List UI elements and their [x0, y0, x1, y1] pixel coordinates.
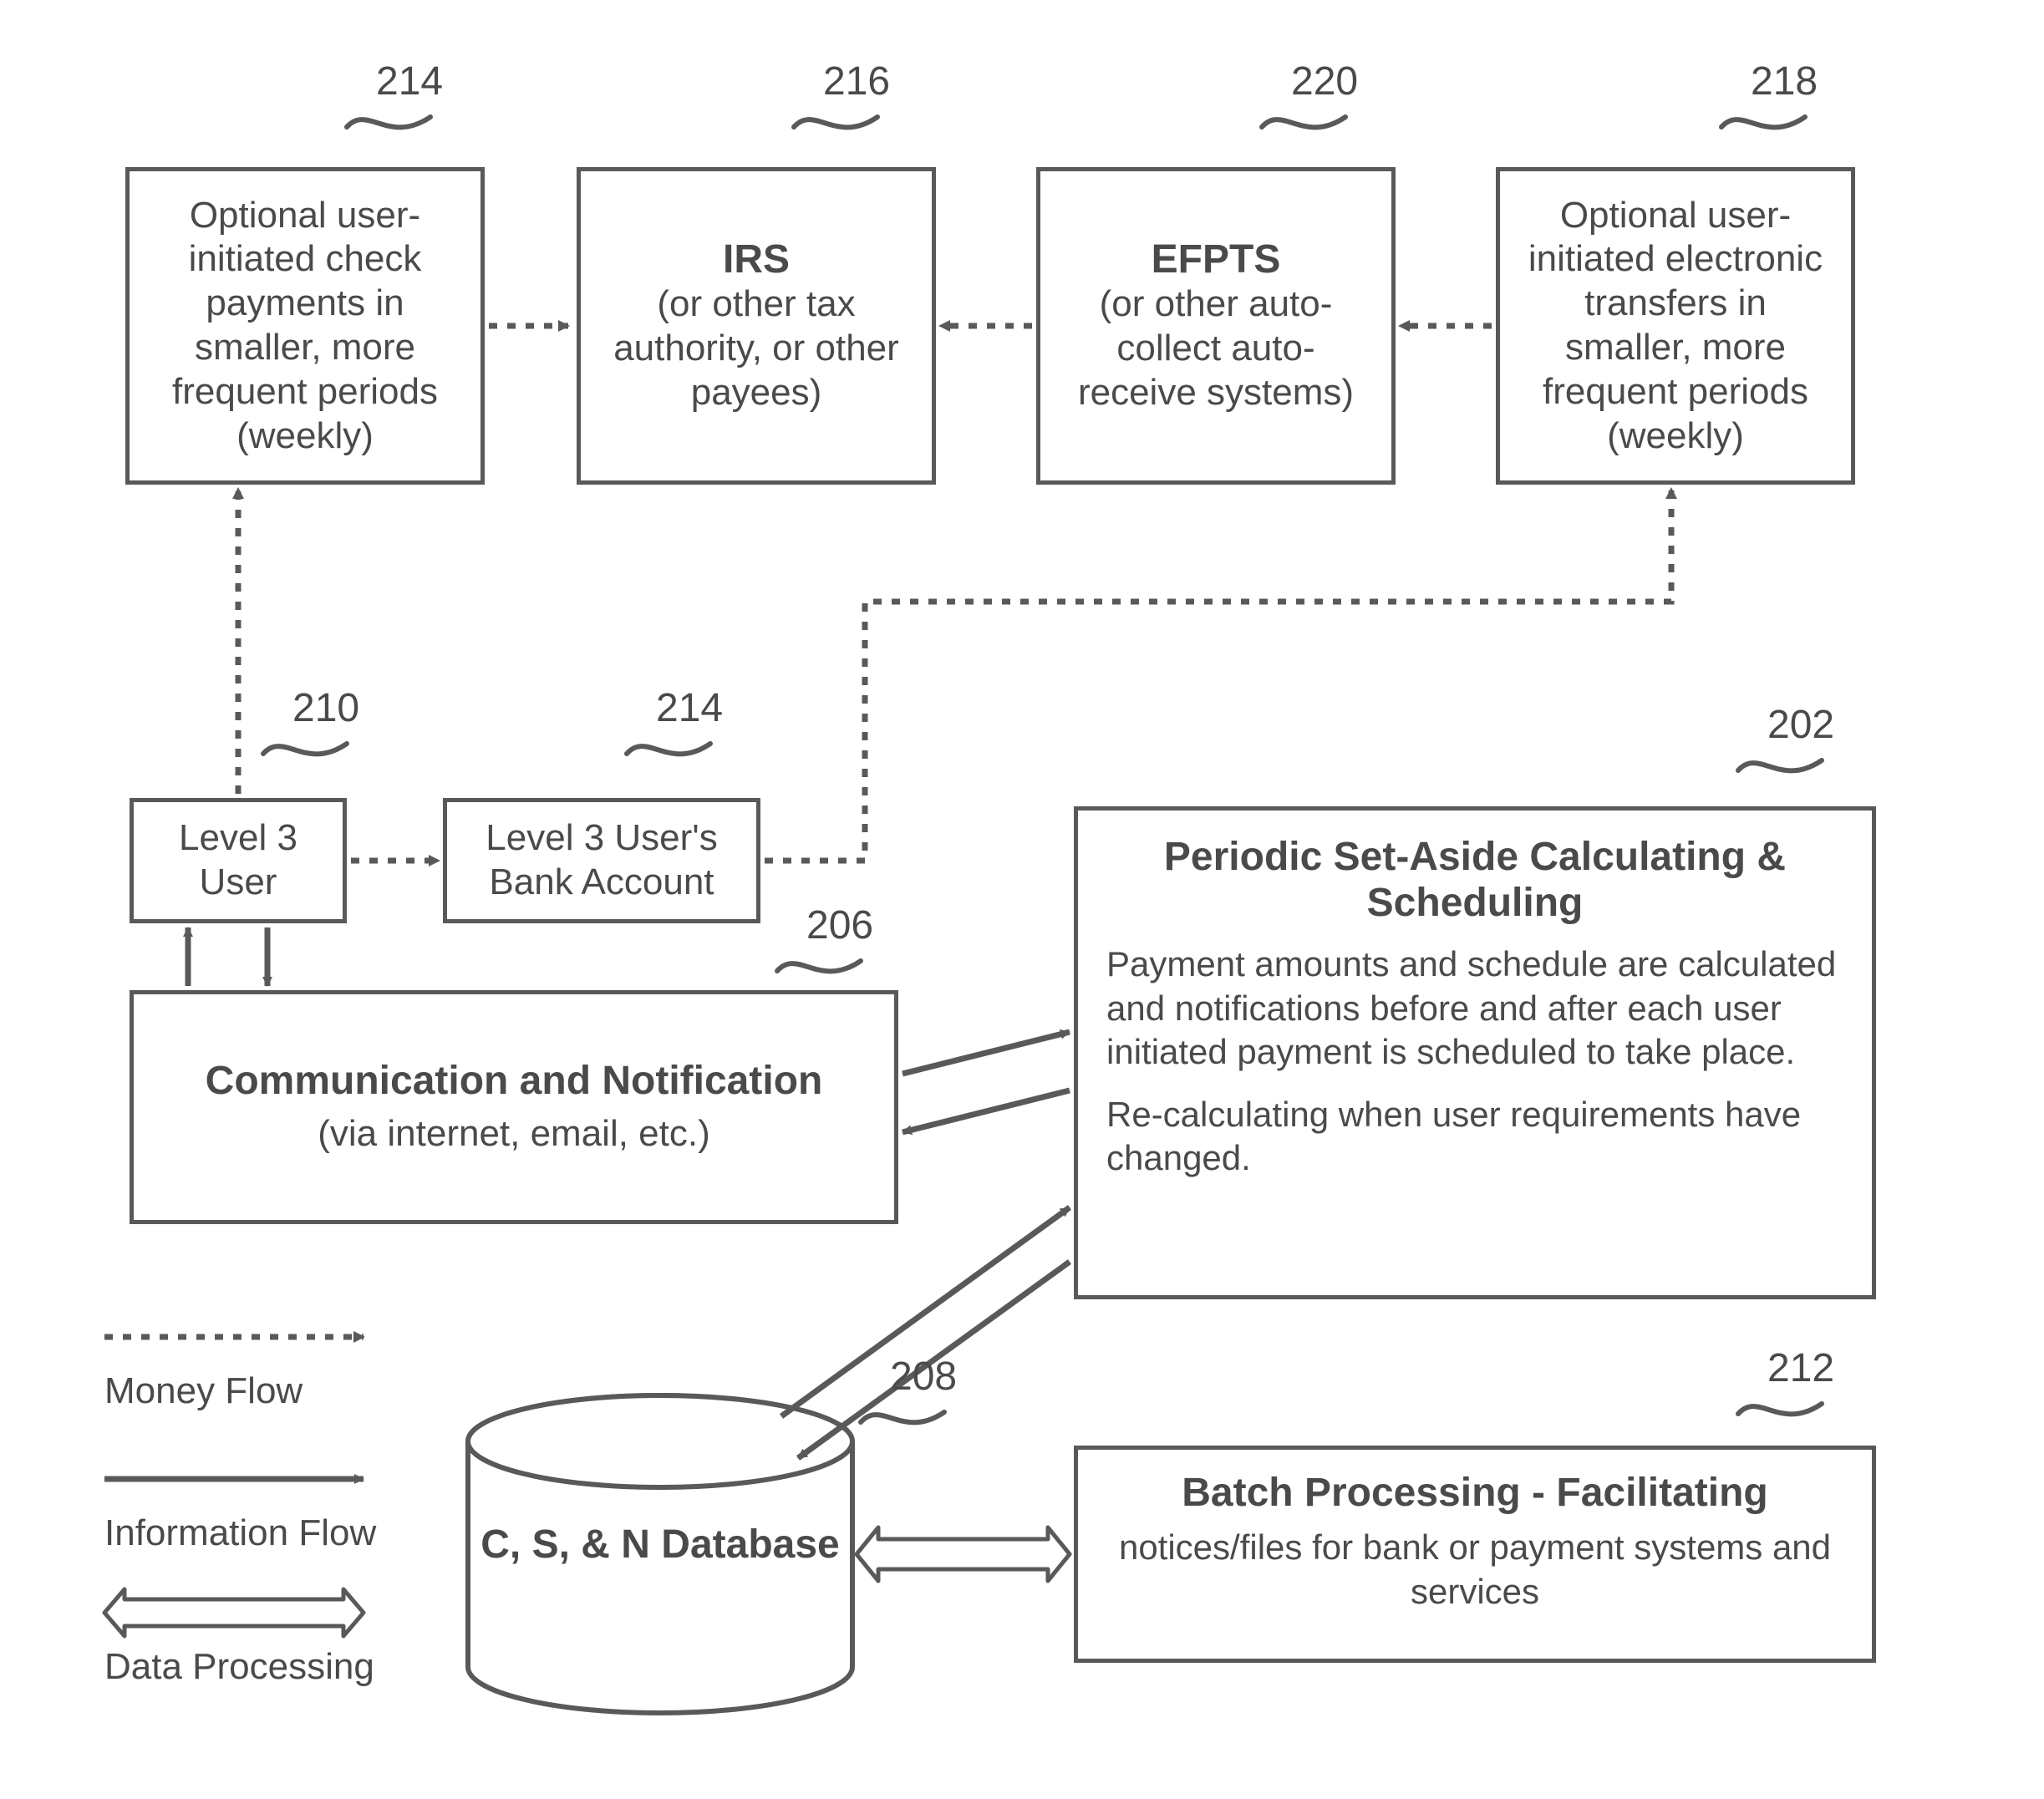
- ref-label: 216: [823, 58, 890, 104]
- box-sub: (via internet, email, etc.): [318, 1112, 710, 1156]
- box-bank-account: Level 3 User's Bank Account: [443, 798, 760, 923]
- cylinder-title: C, S, & N Database: [480, 1522, 839, 1567]
- box-title: Periodic Set-Aside Calculating & Schedul…: [1106, 834, 1843, 926]
- box-text: Optional user-initiated check payments i…: [148, 194, 462, 459]
- legend-info-label: Information Flow: [104, 1512, 376, 1554]
- box-irs: IRS (or other tax authority, or other pa…: [577, 167, 936, 485]
- box-title: EFPTS: [1152, 236, 1281, 282]
- ref-label: 206: [806, 902, 873, 948]
- box-title: IRS: [723, 236, 790, 282]
- ref-label: 220: [1291, 58, 1358, 104]
- box-sub: (or other tax authority, or other payees…: [599, 282, 913, 414]
- box-title: Communication and Notification: [206, 1058, 823, 1104]
- box-efpts: EFPTS (or other auto-collect auto-receiv…: [1036, 167, 1396, 485]
- ref-label: 210: [292, 685, 359, 731]
- box-body: notices/files for bank or payment system…: [1106, 1526, 1843, 1614]
- cylinder-label: C, S, & N Database: [468, 1521, 852, 1569]
- ref-label: 214: [656, 685, 723, 731]
- box-body2: Re-calculating when user requirements ha…: [1106, 1093, 1843, 1181]
- box-text: Level 3 User's Bank Account: [465, 816, 738, 905]
- legend-money-label: Money Flow: [104, 1370, 303, 1412]
- legend-data-label: Data Processing: [104, 1646, 374, 1688]
- box-level3-user: Level 3 User: [130, 798, 347, 923]
- box-batch-processing: Batch Processing - Facilitating notices/…: [1074, 1446, 1876, 1663]
- box-communication: Communication and Notification (via inte…: [130, 990, 898, 1224]
- ref-label: 212: [1767, 1345, 1834, 1391]
- box-text: Optional user-initiated electronic trans…: [1518, 194, 1833, 459]
- ref-label: 202: [1767, 702, 1834, 748]
- ref-label: 214: [376, 58, 443, 104]
- box-text: Level 3 User: [152, 816, 324, 905]
- box-body1: Payment amounts and schedule are calcula…: [1106, 943, 1843, 1075]
- box-check-payments: Optional user-initiated check payments i…: [125, 167, 485, 485]
- box-electronic-transfers: Optional user-initiated electronic trans…: [1496, 167, 1855, 485]
- ref-label: 208: [890, 1354, 957, 1400]
- box-title: Batch Processing - Facilitating: [1106, 1470, 1843, 1516]
- box-periodic-setaside: Periodic Set-Aside Calculating & Schedul…: [1074, 806, 1876, 1299]
- diagram-canvas: Optional user-initiated check payments i…: [0, 0, 2044, 1799]
- box-sub: (or other auto-collect auto-receive syst…: [1059, 282, 1373, 414]
- ref-label: 218: [1751, 58, 1818, 104]
